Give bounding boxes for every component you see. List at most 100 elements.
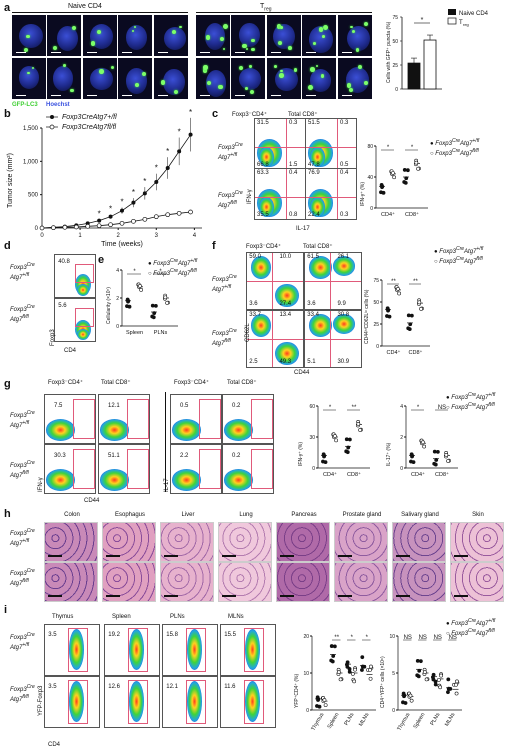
flow-cytometry-plot: 7.5 bbox=[44, 394, 96, 444]
dot-ytick-label: 2 bbox=[116, 296, 119, 302]
microscopy-cell-image bbox=[154, 15, 188, 56]
flow-density bbox=[77, 329, 89, 341]
dot-point-fl bbox=[385, 306, 390, 311]
dot-ytick-label: 40 bbox=[367, 175, 373, 181]
scale-bar bbox=[51, 52, 61, 53]
gfp-puncta bbox=[141, 72, 146, 76]
panel-e-letter: e bbox=[98, 254, 105, 266]
c-ylab: IFN-γ bbox=[247, 189, 253, 204]
flow-cytometry-plot: 61.5 26.1 3.6 9.9 bbox=[304, 252, 362, 310]
flow-density bbox=[129, 629, 145, 670]
gfp-puncta bbox=[346, 83, 352, 88]
dot-sig: ** bbox=[391, 279, 396, 285]
dot-point-flfl bbox=[322, 698, 327, 702]
nucleus bbox=[163, 68, 185, 95]
dot-point-flfl bbox=[454, 691, 459, 696]
histology-tissue-label: Liver bbox=[181, 512, 195, 518]
flow-cytometry-plot: 40.8 bbox=[54, 254, 96, 298]
dot-xlabel: PLNs bbox=[430, 712, 442, 727]
flow-cytometry-plot: 12.1 bbox=[162, 676, 218, 728]
gfp-puncta bbox=[313, 42, 317, 46]
microscopy-cell-image bbox=[196, 58, 230, 99]
g-col1-title: Foxp3⁻CD4⁺ bbox=[48, 380, 84, 386]
treg-title: Treg bbox=[260, 3, 272, 13]
dot-point-flfl bbox=[323, 703, 328, 708]
g-col2-title: Total CD8⁺ bbox=[101, 380, 131, 386]
dot-xlabel: CD4⁺ bbox=[323, 471, 337, 478]
gate-percentage: 30.8 bbox=[337, 312, 350, 319]
f-col2-title: Total CD8⁺ bbox=[303, 244, 333, 250]
gfp-puncta bbox=[323, 24, 328, 30]
scale-bar bbox=[200, 52, 210, 53]
dot-sig: ** bbox=[334, 635, 339, 641]
f-row2-label: Foxp3Cre Atg7fl/fl bbox=[212, 328, 237, 347]
gfp-puncta bbox=[31, 67, 34, 70]
dot-sig: NS bbox=[449, 635, 457, 641]
panel-a-bar-chart: 0 25 50 75 * Cells with GFP⁺ puncta (%) Naive … bbox=[386, 9, 489, 93]
gfp-puncta bbox=[23, 47, 28, 52]
a-legend-treg-sub: reg bbox=[463, 22, 469, 27]
flow-cytometry-plot: 3.5 bbox=[44, 676, 100, 728]
gfp-puncta bbox=[348, 88, 353, 93]
e-legend: ● Foxp3CreAtg7+/fl ○ Foxp3CreAtg7fl/fl bbox=[148, 258, 198, 277]
gfp-puncta bbox=[355, 48, 360, 53]
quadrant-hline bbox=[305, 339, 361, 340]
flow-cytometry-plot: 31.5 0.3 66.8 1.5 bbox=[254, 118, 306, 170]
gate-percentage: 33.4 bbox=[307, 312, 319, 319]
dot-point-flfl bbox=[424, 677, 429, 682]
dot-point-fl bbox=[332, 644, 337, 649]
g-dot-chart-il17: 0 2 4 IL-17⁺ (%) * CD4⁺ NS CD8⁺ bbox=[386, 404, 458, 478]
scale-bar bbox=[454, 555, 468, 557]
b-point-flfl bbox=[62, 224, 68, 230]
dot-sig: * bbox=[366, 635, 369, 641]
i-dot-chart-count: 0 5 10 CD4⁺YFP⁺ cells (×10⁶) NS Thymus NS Splee… bbox=[380, 634, 462, 732]
flow-density bbox=[245, 629, 261, 670]
g-legend: ● Foxp3CreAtg7+/fl ○ Foxp3CreAtg7fl/fl bbox=[446, 392, 496, 411]
dot-point-fl bbox=[323, 460, 328, 465]
gate-percentage: 15.8 bbox=[166, 632, 178, 638]
scale-bar bbox=[16, 95, 26, 96]
dot-point-fl bbox=[150, 303, 155, 308]
nucleus bbox=[56, 25, 79, 52]
b-point-flfl bbox=[142, 216, 148, 222]
gate-percentage: 5.1 bbox=[307, 359, 316, 366]
gate-percentage: 63.3 bbox=[257, 170, 269, 176]
b-point-flfl bbox=[39, 225, 45, 231]
flow-density bbox=[69, 629, 85, 670]
flow-density bbox=[77, 284, 89, 297]
d-row1-label: Foxp3Cre Atg7+/fl bbox=[10, 262, 35, 281]
flow-cytometry-plot: 33.7 13.4 2.5 49.3 bbox=[246, 310, 304, 368]
gfp-puncta bbox=[322, 34, 325, 38]
dot-ytick-label: 4 bbox=[400, 404, 403, 410]
flow-cytometry-plot: 59.0 10.0 3.6 27.4 bbox=[246, 252, 304, 310]
scale-bar bbox=[342, 95, 352, 96]
i-tissue-label: PLNs bbox=[170, 614, 185, 620]
scale-bar bbox=[306, 95, 316, 96]
gfp-puncta bbox=[53, 46, 58, 51]
flow-density bbox=[333, 256, 356, 276]
flow-cytometry-plot: 0.5 bbox=[170, 394, 222, 444]
dot-ytick-label: 0 bbox=[370, 206, 373, 212]
gfp-puncta bbox=[160, 79, 166, 85]
gate-percentage: 0.4 bbox=[340, 170, 349, 176]
flow-cytometry-plot: 19.2 bbox=[104, 624, 160, 676]
dot-point-fl bbox=[401, 691, 406, 696]
nucleus bbox=[346, 25, 371, 52]
gate-percentage: 76.9 bbox=[308, 170, 320, 176]
b-point-flfl bbox=[188, 209, 193, 215]
quadrant-hline bbox=[306, 197, 356, 198]
i-tissue-label: Spleen bbox=[112, 614, 131, 620]
gate-percentage: 7.5 bbox=[54, 402, 63, 409]
flow-density bbox=[333, 314, 356, 334]
gate-box bbox=[251, 448, 273, 490]
gate-percentage: 3.6 bbox=[249, 301, 258, 308]
dot-ytick-label: 60 bbox=[309, 404, 315, 410]
gate-percentage: 1.5 bbox=[289, 162, 298, 168]
quadrant-vline bbox=[286, 169, 287, 219]
b-sig: * bbox=[189, 108, 192, 117]
dot-point-fl bbox=[411, 460, 416, 465]
dot-point-fl bbox=[317, 704, 322, 709]
flow-cytometry-plot: 2.2 bbox=[170, 444, 222, 494]
gfp-puncta bbox=[218, 84, 223, 89]
dot-point-flfl bbox=[163, 295, 168, 300]
